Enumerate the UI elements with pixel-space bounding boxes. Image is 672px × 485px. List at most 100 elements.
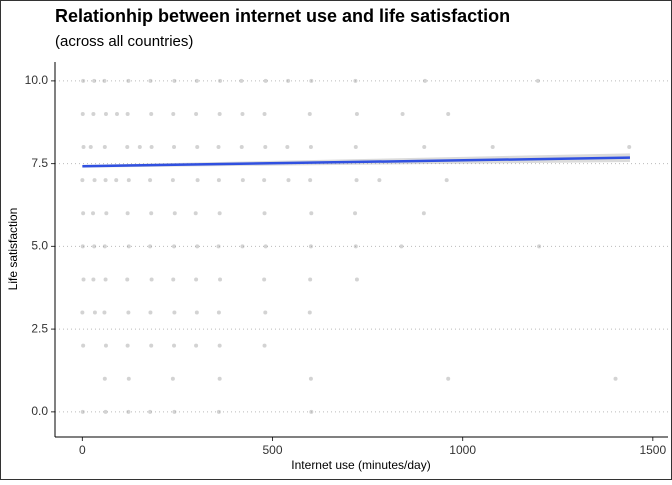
point: [92, 310, 97, 315]
point: [240, 244, 245, 249]
point: [194, 343, 199, 348]
point: [195, 178, 200, 183]
point: [102, 376, 107, 381]
point: [307, 310, 312, 315]
point: [103, 277, 108, 282]
point: [148, 310, 153, 315]
point: [308, 277, 313, 282]
point: [81, 145, 86, 150]
point: [125, 111, 130, 116]
point: [263, 310, 268, 315]
point: [309, 211, 314, 216]
point: [613, 376, 618, 381]
point: [400, 111, 405, 116]
point: [308, 145, 313, 150]
x-tick-label: 0: [79, 443, 86, 457]
point: [240, 178, 245, 183]
point: [354, 277, 359, 282]
point: [103, 343, 108, 348]
point: [172, 409, 177, 414]
point: [103, 409, 108, 414]
point: [81, 211, 86, 216]
point: [217, 343, 222, 348]
y-tick-label: 10.0: [25, 73, 49, 87]
point: [91, 277, 96, 282]
point: [126, 376, 131, 381]
point: [262, 343, 267, 348]
point: [262, 178, 267, 183]
point: [92, 244, 97, 249]
point: [217, 211, 222, 216]
point: [353, 244, 358, 249]
point: [172, 343, 177, 348]
point: [102, 310, 107, 315]
point: [216, 409, 221, 414]
point: [126, 409, 131, 414]
point: [627, 145, 632, 150]
point: [194, 78, 199, 83]
x-tick-label: 500: [263, 443, 283, 457]
point: [446, 111, 451, 116]
point: [80, 310, 85, 315]
point: [88, 145, 93, 150]
point: [354, 178, 359, 183]
y-tick-label: 2.5: [31, 321, 48, 335]
point: [137, 145, 142, 150]
point: [194, 277, 199, 282]
fit-line: [82, 156, 630, 168]
point: [125, 145, 130, 150]
point: [172, 145, 177, 150]
point: [285, 145, 290, 150]
point: [102, 145, 107, 150]
point: [263, 78, 268, 83]
point: [148, 178, 153, 183]
point: [309, 409, 314, 414]
point: [114, 178, 119, 183]
point: [216, 178, 221, 183]
point: [149, 145, 154, 150]
point: [262, 111, 267, 116]
point: [218, 78, 223, 83]
y-tick-label: 5.0: [31, 239, 48, 253]
chart-title: Relationhip between internet use and lif…: [55, 6, 510, 26]
point: [308, 376, 313, 381]
point: [125, 211, 130, 216]
point: [193, 211, 198, 216]
point: [125, 277, 130, 282]
point: [148, 244, 153, 249]
point: [446, 376, 451, 381]
point: [125, 343, 130, 348]
point: [80, 244, 85, 249]
point: [216, 310, 221, 315]
x-tick-label: 1500: [639, 443, 666, 457]
point: [126, 310, 131, 315]
point: [195, 145, 200, 150]
point: [126, 178, 131, 183]
point: [422, 145, 427, 150]
point: [399, 244, 404, 249]
point: [216, 145, 221, 150]
point: [263, 244, 268, 249]
point: [171, 111, 176, 116]
point: [91, 211, 96, 216]
point: [102, 244, 107, 249]
point: [126, 78, 131, 83]
point: [149, 343, 154, 348]
point: [148, 409, 153, 414]
y-tick-label: 7.5: [31, 156, 48, 170]
point: [218, 277, 223, 282]
point: [240, 111, 245, 116]
point: [149, 111, 154, 116]
point: [354, 111, 359, 116]
point: [103, 111, 108, 116]
x-tick-label: 1000: [449, 443, 476, 457]
point: [149, 277, 154, 282]
point: [126, 244, 131, 249]
point: [535, 78, 540, 83]
point: [81, 78, 86, 83]
point: [172, 310, 177, 315]
point: [423, 78, 428, 83]
point: [217, 111, 222, 116]
point: [194, 111, 199, 116]
